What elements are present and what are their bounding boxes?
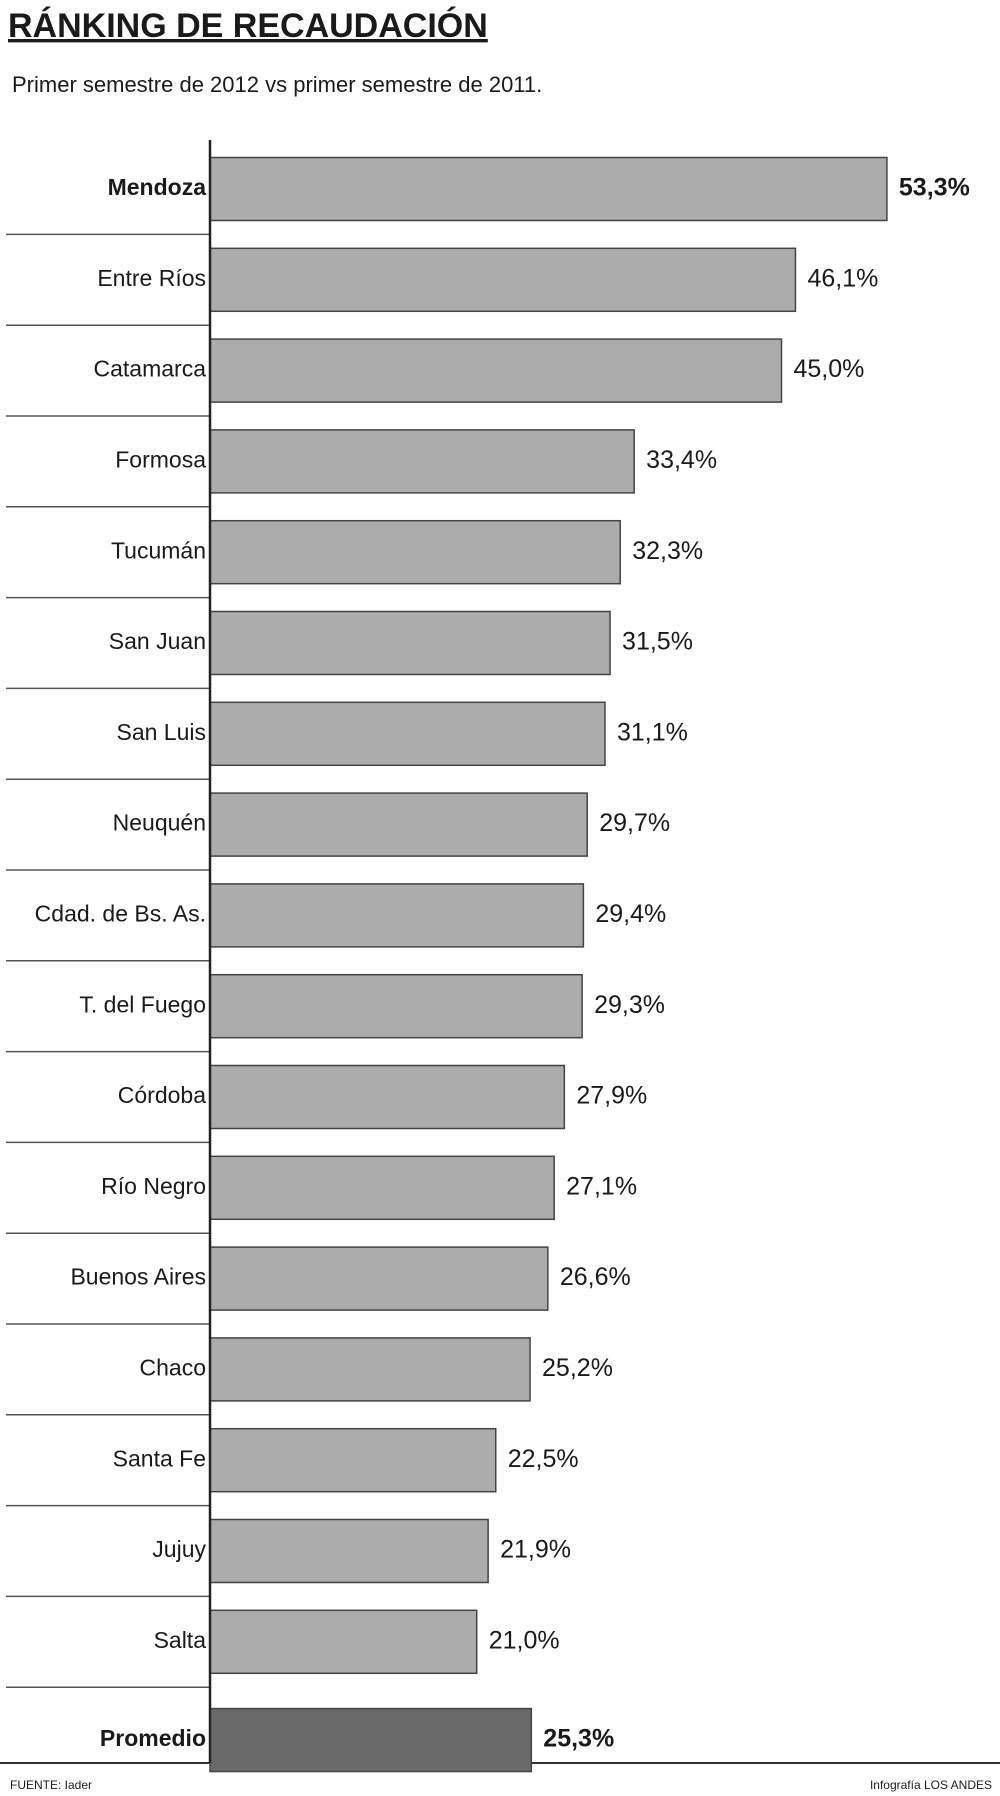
- category-label: Jujuy: [152, 1536, 206, 1562]
- bar: [209, 792, 588, 857]
- category-label: Córdoba: [118, 1082, 206, 1108]
- chart-subtitle: Primer semestre de 2012 vs primer semest…: [12, 72, 542, 97]
- bar: [209, 1427, 497, 1493]
- category-label: Neuquén: [113, 810, 206, 836]
- bar: [209, 519, 621, 585]
- bar: [209, 338, 783, 403]
- category-label: Formosa: [115, 446, 206, 472]
- value-label: 22,5%: [508, 1445, 579, 1473]
- value-label: 53,3%: [899, 174, 970, 202]
- value-label: 46,1%: [807, 264, 878, 292]
- value-label: 32,3%: [632, 537, 703, 565]
- category-label: San Juan: [109, 628, 206, 654]
- source: FUENTE: Iader: [10, 1778, 92, 1792]
- category-label: San Luis: [116, 719, 206, 745]
- value-label: 31,5%: [622, 628, 693, 656]
- bar: [209, 1518, 489, 1584]
- category-label: Catamarca: [94, 356, 207, 382]
- value-label: 26,6%: [560, 1263, 631, 1291]
- value-label: 31,1%: [617, 718, 688, 746]
- category-label: Entre Ríos: [97, 265, 206, 291]
- value-label: 29,4%: [595, 900, 666, 928]
- bar: [209, 1155, 555, 1221]
- bar: [209, 247, 797, 313]
- bar: [209, 610, 611, 676]
- category-label: Mendoza: [108, 174, 207, 200]
- bar: [209, 973, 583, 1039]
- category-label: Tucumán: [111, 537, 206, 563]
- category-label: T. del Fuego: [79, 991, 206, 1017]
- value-label: 25,3%: [543, 1725, 614, 1753]
- bar: [209, 1064, 566, 1130]
- category-label: Chaco: [140, 1354, 206, 1380]
- bar: [209, 701, 606, 767]
- bar: [209, 883, 585, 948]
- category-label: Santa Fe: [113, 1445, 206, 1471]
- category-label: Cdad. de Bs. As.: [35, 900, 206, 926]
- value-label: 29,7%: [599, 809, 670, 837]
- value-label: 25,2%: [542, 1354, 613, 1382]
- bar: [209, 1707, 533, 1773]
- value-label: 33,4%: [646, 446, 717, 474]
- bar: [209, 1609, 478, 1675]
- chart-title: RÁNKING DE RECAUDACIÓN: [8, 7, 488, 45]
- category-label: Buenos Aires: [70, 1264, 206, 1290]
- bar: [209, 1337, 531, 1402]
- value-label: 21,9%: [500, 1536, 571, 1564]
- value-label: 29,3%: [594, 991, 665, 1019]
- category-label: Salta: [154, 1627, 207, 1653]
- bar: [209, 156, 888, 222]
- category-label: Promedio: [100, 1725, 206, 1751]
- value-label: 27,9%: [576, 1082, 647, 1110]
- credit: Infografía LOS ANDES: [870, 1778, 992, 1792]
- value-label: 45,0%: [794, 355, 865, 383]
- bar: [209, 1246, 549, 1311]
- bar: [209, 429, 635, 494]
- value-label: 27,1%: [566, 1172, 637, 1200]
- value-label: 21,0%: [489, 1626, 560, 1654]
- category-label: Río Negro: [101, 1173, 206, 1199]
